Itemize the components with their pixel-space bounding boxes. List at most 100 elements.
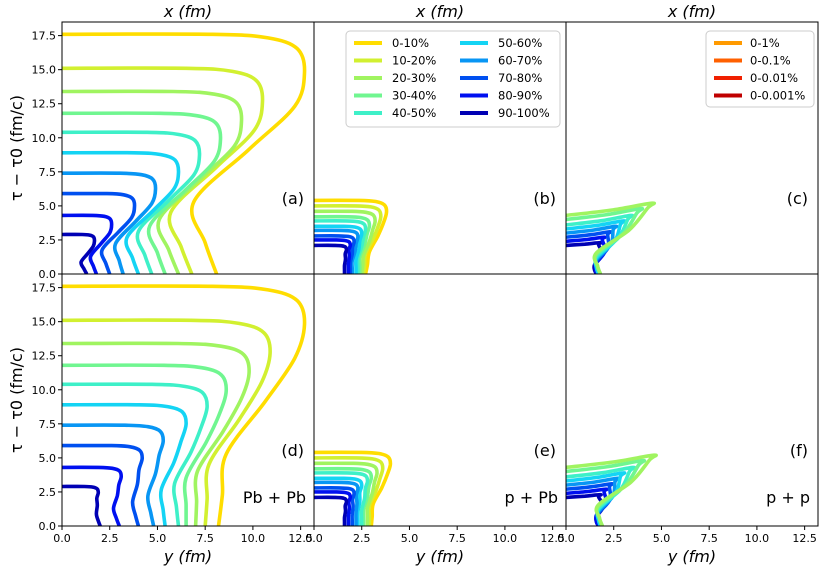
curve-f-1 <box>566 487 609 526</box>
bottom-axis-label-0: y (fm) <box>163 547 212 566</box>
ytick-label: 0.0 <box>39 520 57 533</box>
ytick-label: 10.0 <box>32 384 57 397</box>
ytick-label: 0.0 <box>39 268 57 281</box>
legend-label: 40-50% <box>392 106 436 120</box>
xtick-label: 2.5 <box>605 532 623 545</box>
legend-label: 0-10% <box>392 36 429 50</box>
ytick-label: 7.5 <box>39 418 57 431</box>
curve-d-2 <box>62 341 251 526</box>
ytick-label: 2.5 <box>39 486 57 499</box>
extra-legend: 0-1% 0-0.1% 0-0.01% 0-0.001% <box>705 30 815 108</box>
legend-box <box>345 30 561 128</box>
curve-e-9 <box>314 495 349 526</box>
legend-label: 10-20% <box>392 54 436 68</box>
curve-f-7 <box>566 453 658 526</box>
panel-label-b: (b) <box>533 189 556 208</box>
curve-e-3 <box>314 466 374 526</box>
curve-a-4 <box>62 130 202 274</box>
curve-b-7 <box>314 234 356 274</box>
ytick-label: 12.5 <box>32 350 57 363</box>
panel-d: (d) Pb + Pb 0.0 2.5 5.0 7.5 10.0 12.5 15.0 17.5 0.… <box>32 273 315 545</box>
legend-label: 70-80% <box>498 71 542 85</box>
legend-label: 30-40% <box>392 89 436 103</box>
curve-e-8 <box>314 490 353 526</box>
panel-frame-f <box>565 273 819 527</box>
panel-label-d: (d) <box>281 441 304 460</box>
panel-c: (c) <box>565 21 819 275</box>
panel-frame-a <box>61 21 315 275</box>
xtick-label: 7.5 <box>448 532 466 545</box>
system-label-e: p + Pb <box>504 488 558 507</box>
legend-label: 0-0.01% <box>750 71 798 85</box>
panel-label-e: (e) <box>534 441 556 460</box>
legend-label: 0-1% <box>750 36 780 50</box>
curve-a-8 <box>62 213 114 274</box>
panel-label-a: (a) <box>282 189 304 208</box>
curve-b-0 <box>314 198 389 274</box>
curve-b-9 <box>314 243 349 274</box>
y-axis-label-0: τ − τ0 (fm/c) <box>7 95 26 201</box>
panel-label-f: (f) <box>790 441 808 460</box>
xtick-label: 0.0 <box>53 532 71 545</box>
xtick-label: 10.0 <box>493 532 518 545</box>
curve-d-6 <box>62 423 166 526</box>
legend-label: 80-90% <box>498 89 542 103</box>
bottom-axis-label-1: y (fm) <box>415 547 464 566</box>
curve-d-0 <box>62 284 307 526</box>
xtick-label: 5.0 <box>149 532 167 545</box>
panel-b: (b) <box>313 21 567 275</box>
legend-label: 0-0.001% <box>750 89 805 103</box>
ytick-label: 2.5 <box>39 234 57 247</box>
curve-b-8 <box>314 238 353 274</box>
top-axis-label-0: x (fm) <box>163 2 212 21</box>
legend-label: 60-70% <box>498 54 542 68</box>
curve-e-4 <box>314 471 370 526</box>
ytick-label: 17.5 <box>32 282 57 295</box>
xtick-label: 5.0 <box>401 532 419 545</box>
ytick-label: 5.0 <box>39 452 57 465</box>
panel-e: (e) p + Pb 0.0 2.5 5.0 7.5 10.0 12.5 <box>305 273 567 545</box>
xtick-label: 2.5 <box>101 532 119 545</box>
curve-d-4 <box>62 382 209 526</box>
panel-label-c: (c) <box>787 189 808 208</box>
legend-label: 20-30% <box>392 71 436 85</box>
curve-b-5 <box>314 224 364 274</box>
panel-a: (a) 0.0 2.5 5.0 7.5 10.0 12.5 15.0 17.5 <box>32 21 315 281</box>
xtick-label: 0.0 <box>557 532 575 545</box>
curve-a-7 <box>62 191 137 274</box>
curve-d-3 <box>62 363 229 526</box>
curve-e-0 <box>314 450 393 526</box>
curve-d-1 <box>62 318 272 526</box>
curve-a-5 <box>62 150 181 274</box>
curve-b-4 <box>314 219 368 274</box>
xtick-label: 12.5 <box>792 532 817 545</box>
y-axis-label-1: τ − τ0 (fm/c) <box>7 347 26 453</box>
xtick-label: 5.0 <box>653 532 671 545</box>
curve-d-9 <box>62 484 102 526</box>
curve-c-7 <box>566 201 656 274</box>
curve-a-6 <box>62 171 158 274</box>
top-axis-label-1: x (fm) <box>415 2 464 21</box>
ytick-label: 7.5 <box>39 166 57 179</box>
legend-label: 50-60% <box>498 36 542 50</box>
ytick-label: 17.5 <box>32 30 57 43</box>
curve-e-7 <box>314 486 356 526</box>
system-label-f: p + p <box>766 488 810 507</box>
ytick-label: 15.0 <box>32 64 57 77</box>
xtick-label: 10.0 <box>241 532 266 545</box>
curve-e-1 <box>314 456 385 526</box>
xtick-label: 12.5 <box>540 532 565 545</box>
curve-a-9 <box>62 232 97 274</box>
legend-label: 90-100% <box>498 106 550 120</box>
curve-e-5 <box>314 476 364 526</box>
ytick-label: 15.0 <box>32 316 57 329</box>
xtick-label: 10.0 <box>745 532 770 545</box>
ytick-label: 12.5 <box>32 98 57 111</box>
curve-a-3 <box>62 111 223 274</box>
top-axis-label-2: x (fm) <box>667 2 716 21</box>
xtick-label: 7.5 <box>700 532 718 545</box>
curve-d-5 <box>62 402 188 526</box>
xtick-label: 7.5 <box>196 532 214 545</box>
panel-f: (f) p + p 0.0 2.5 5.0 7.5 10.0 12.5 <box>557 273 819 545</box>
curve-d-8 <box>62 465 124 526</box>
